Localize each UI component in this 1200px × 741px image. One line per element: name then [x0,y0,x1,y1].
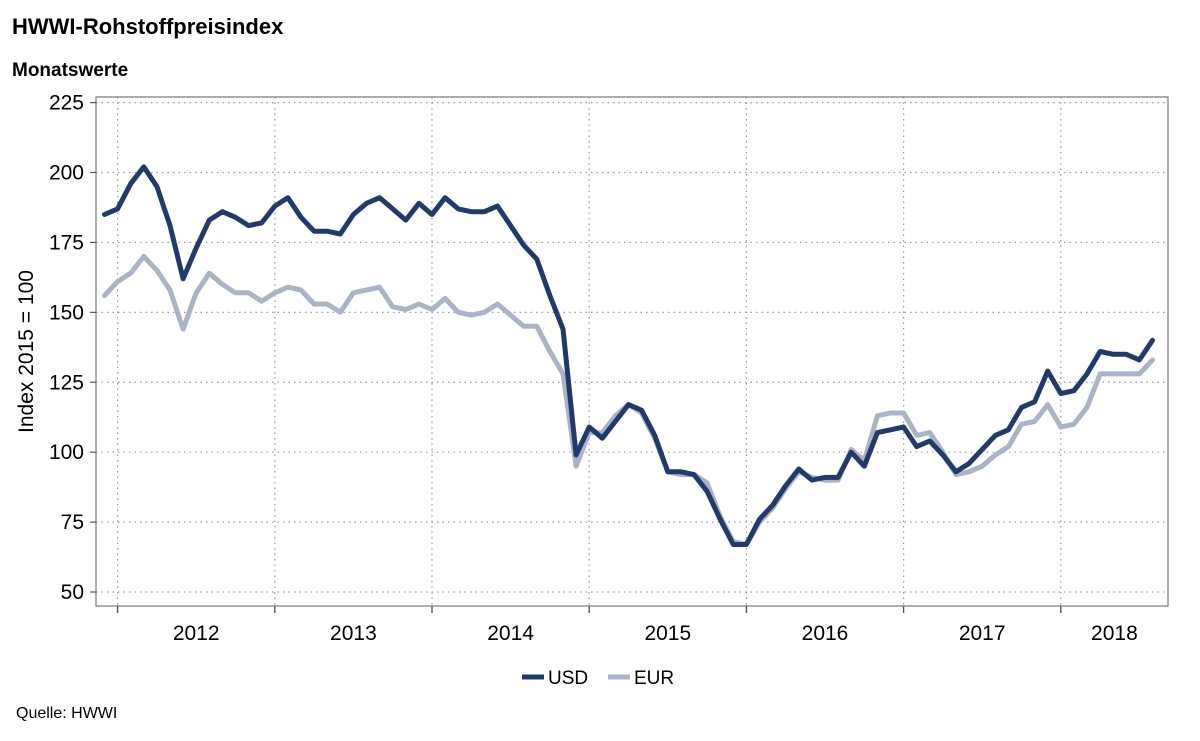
legend: USD EUR [522,668,674,689]
x-tick-label: 2015 [644,622,691,645]
y-tick-label: 50 [61,581,84,604]
legend-label-usd: USD [548,668,588,689]
y-tick-label: 175 [49,231,84,254]
y-tick-label: 200 [49,162,84,185]
y-axis-ticks: 50 75 100 125 150 175 200 225 [49,92,96,604]
series-line-usd [102,164,1155,547]
chart-title: HWWI-Rohstoffpreisindex [12,14,284,39]
y-tick-label: 225 [49,92,84,115]
y-tick-label: 125 [49,371,84,394]
legend-label-eur: EUR [634,668,674,689]
series-line-eur [102,253,1155,547]
y-tick-label: 75 [61,511,84,534]
y-tick-label: 150 [49,301,84,324]
y-axis-label: Index 2015 = 100 [15,270,38,433]
x-tick-label: 2018 [1091,622,1138,645]
y-tick-label: 100 [49,441,84,464]
plot-frame [95,96,1169,607]
grid-lines [96,97,1168,606]
chart-subtitle: Monatswerte [12,60,129,81]
source-note: Quelle: HWWI [16,705,118,722]
x-tick-label: 2017 [959,622,1006,645]
x-tick-label: 2016 [802,622,849,645]
x-tick-label: 2012 [173,622,220,645]
series-lines [102,164,1155,547]
x-tick-label: 2013 [330,622,377,645]
x-axis-ticks: 2012 2013 2014 2015 2016 2017 2018 [116,606,1138,645]
x-tick-label: 2014 [487,622,534,645]
